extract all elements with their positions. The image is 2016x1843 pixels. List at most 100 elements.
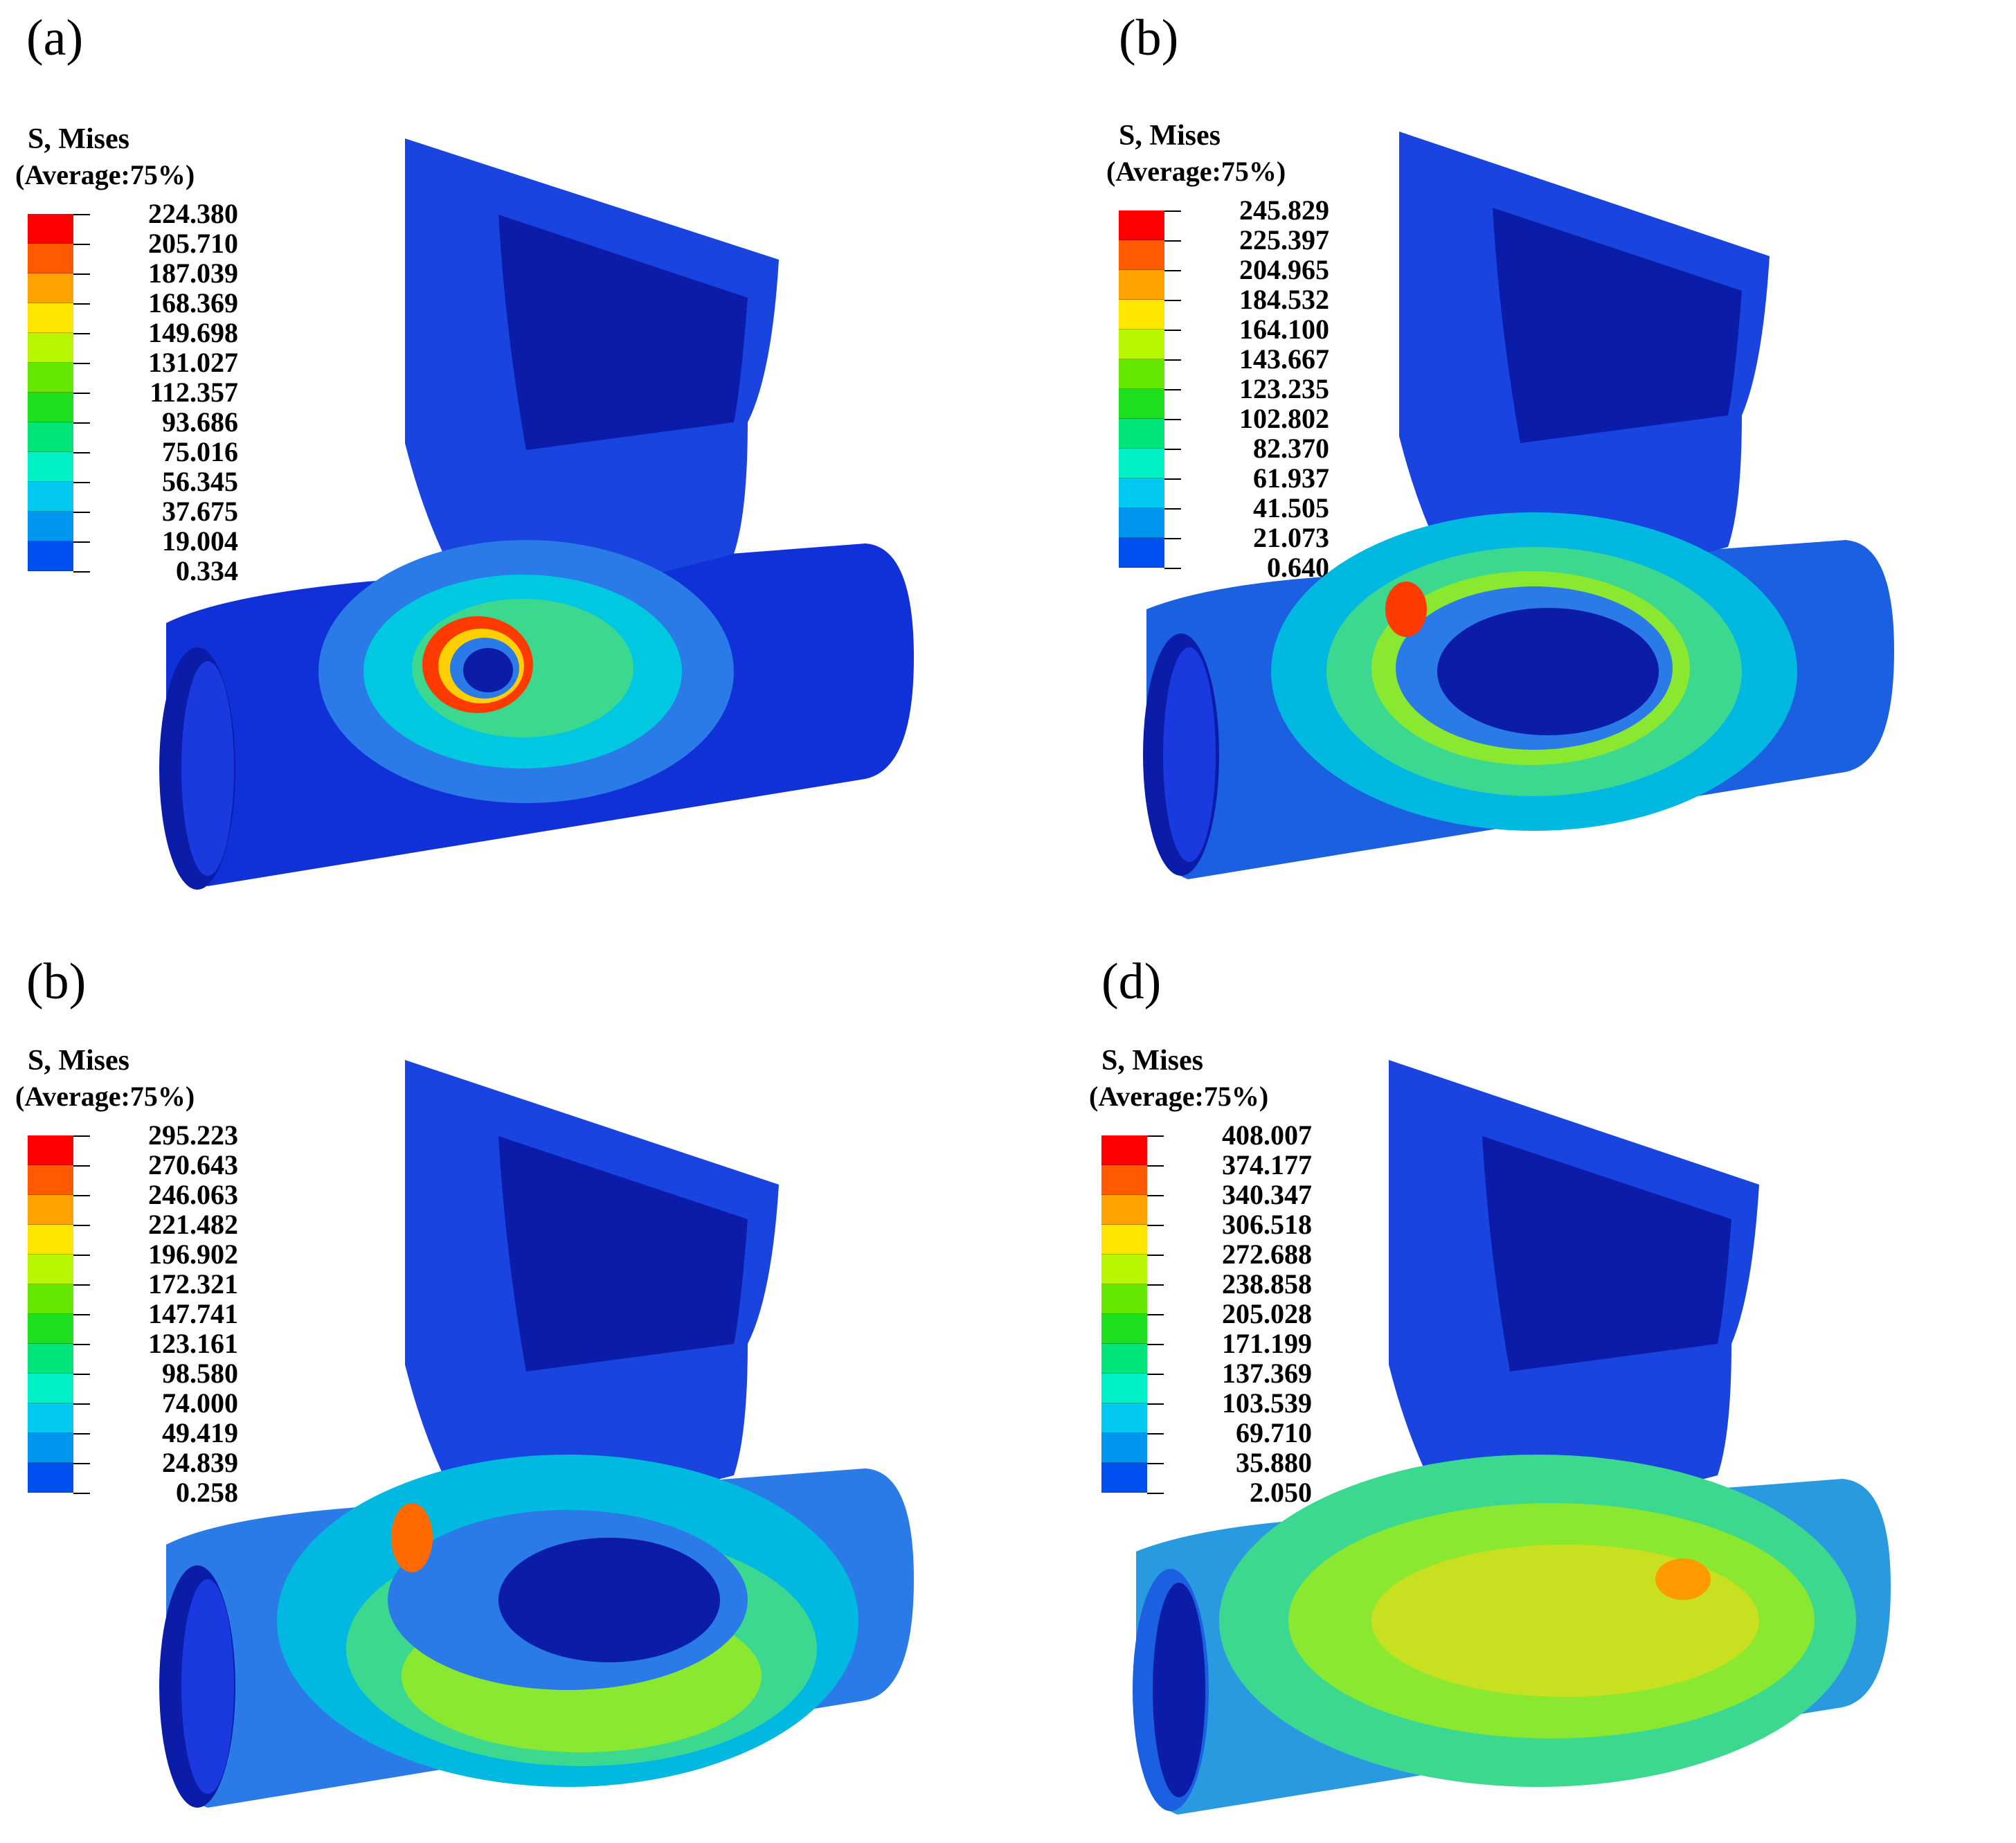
colorbar-segment [1101, 1225, 1147, 1255]
legend-value: 49.419 [162, 1417, 238, 1448]
legend-value: 340.347 [1222, 1179, 1312, 1210]
colorbar-tick [1164, 330, 1181, 331]
colorbar-tick [1147, 1195, 1164, 1196]
legend-value: 82.370 [1253, 433, 1329, 464]
legend-value: 123.161 [148, 1328, 238, 1359]
legend-title: S, Mises [1119, 120, 1221, 152]
tjoint-stress-model [159, 138, 914, 890]
colorbar-segment [28, 1135, 73, 1165]
legend-value: 205.710 [148, 228, 238, 259]
colorbar-segment [28, 1403, 73, 1433]
tjoint-stress-model [1133, 1060, 1891, 1815]
legend-subtitle: (Average:75%) [1089, 1081, 1269, 1112]
legend-value: 56.345 [162, 466, 238, 497]
panel-d: (d) S, Mises (Average:75%) 408.007 374.17… [1008, 921, 2016, 1843]
legend-title: S, Mises [1101, 1045, 1203, 1077]
legend-value: 2.050 [1250, 1477, 1312, 1508]
colorbar-tick [73, 1225, 90, 1226]
colorbar-tick [73, 1403, 90, 1405]
legend-value: 149.698 [148, 317, 238, 348]
colorbar-tick [1147, 1135, 1164, 1137]
colorbar-tick [1164, 449, 1181, 450]
colorbar-ticks [1147, 1135, 1165, 1494]
colorbar-segment [28, 1463, 73, 1493]
legend-value: 225.397 [1239, 224, 1329, 255]
colorbar-segment [28, 1314, 73, 1344]
colorbar-tick [73, 1433, 90, 1435]
legend-body: 245.829 225.397 204.965 184.532 164.100 143.6… [1119, 195, 1329, 583]
colorbar-segment [1101, 1463, 1147, 1493]
colorbar-tick [73, 1344, 90, 1345]
colorbar-segment [1101, 1165, 1147, 1195]
colorbar-segment [1101, 1344, 1147, 1374]
legend-value: 98.580 [162, 1358, 238, 1389]
colorbar-segment [28, 512, 73, 541]
legend-body: 295.223 270.643 246.063 221.482 196.902 172.3… [28, 1120, 238, 1508]
colorbar-tick [1164, 359, 1181, 361]
colorbar-segment [1119, 389, 1164, 419]
legend-value: 272.688 [1222, 1239, 1312, 1270]
legend-value: 204.965 [1239, 254, 1329, 285]
colorbar-tick [73, 1255, 90, 1256]
legend-value: 24.839 [162, 1447, 238, 1478]
colorbar-tick [1164, 478, 1181, 480]
panel-b: (b) S, Mises (Average:75%) 245.829 225.39… [1008, 0, 2016, 921]
legend-value: 295.223 [148, 1120, 238, 1151]
legend-value: 93.686 [162, 406, 238, 438]
colorbar-tick [73, 1165, 90, 1167]
colorbar-tick [73, 363, 90, 364]
legend-value: 168.369 [148, 287, 238, 318]
colorbar-tick [73, 1284, 90, 1286]
colorbar-tick [73, 333, 90, 334]
legend-value: 35.880 [1236, 1447, 1312, 1478]
legend-value: 164.100 [1239, 314, 1329, 345]
colorbar-segment [1119, 359, 1164, 389]
colorbar-segment [1119, 419, 1164, 449]
colorbar-tick [1164, 270, 1181, 271]
colorbar-segment [1119, 449, 1164, 478]
legend-value: 184.532 [1239, 284, 1329, 315]
colorbar-segment [28, 393, 73, 422]
legend-body: 224.380 205.710 187.039 168.369 149.698 131.0… [28, 199, 238, 586]
colorbar-segment [1101, 1314, 1147, 1344]
colorbar-tick [1147, 1225, 1164, 1226]
colorbar-tick [73, 303, 90, 305]
colorbar-segment [28, 1225, 73, 1255]
legend-value: 102.802 [1239, 403, 1329, 434]
legend-value: 37.675 [162, 496, 238, 527]
panel-c: (b) S, Mises (Average:75%) 295.223 270.64… [0, 921, 1008, 1843]
colorbar-segment [1119, 210, 1164, 240]
colorbar-tick [1147, 1314, 1164, 1315]
colorbar-tick [73, 422, 90, 424]
colorbar-tick [73, 1314, 90, 1315]
colorbar-tick [1164, 538, 1181, 539]
colorbar-segment [1101, 1135, 1147, 1165]
colorbar-segment [28, 1284, 73, 1314]
legend-value: 0.334 [176, 555, 238, 586]
legend-value: 0.258 [176, 1477, 238, 1508]
tjoint-stress-model [159, 1060, 914, 1808]
colorbar-segment [28, 303, 73, 333]
colorbar-segment [1101, 1433, 1147, 1463]
panel-a: (a) S, Mises (Average:75%) 224.380 205.71… [0, 0, 1008, 921]
colorbar-segment [1119, 270, 1164, 300]
colorbar-tick [73, 393, 90, 394]
colorbar-segment [1101, 1195, 1147, 1225]
legend-value: 75.016 [162, 436, 238, 467]
legend-value: 69.710 [1236, 1417, 1312, 1448]
colorbar-tick [73, 452, 90, 453]
colorbar-segment [1119, 538, 1164, 568]
legend-value: 246.063 [148, 1179, 238, 1210]
colorbar-segment [28, 1433, 73, 1463]
colorbar-tick [73, 1374, 90, 1375]
colorbar [28, 1135, 73, 1493]
colorbar-segment [28, 452, 73, 482]
legend-value: 408.007 [1222, 1120, 1312, 1151]
legend-value: 61.937 [1253, 462, 1329, 494]
colorbar-tick [1147, 1374, 1164, 1375]
colorbar-tick [73, 482, 90, 483]
colorbar-tick [1147, 1344, 1164, 1345]
legend-value: 143.667 [1239, 343, 1329, 375]
legend-subtitle: (Average:75%) [15, 1081, 195, 1112]
legend-value: 245.829 [1239, 195, 1329, 226]
